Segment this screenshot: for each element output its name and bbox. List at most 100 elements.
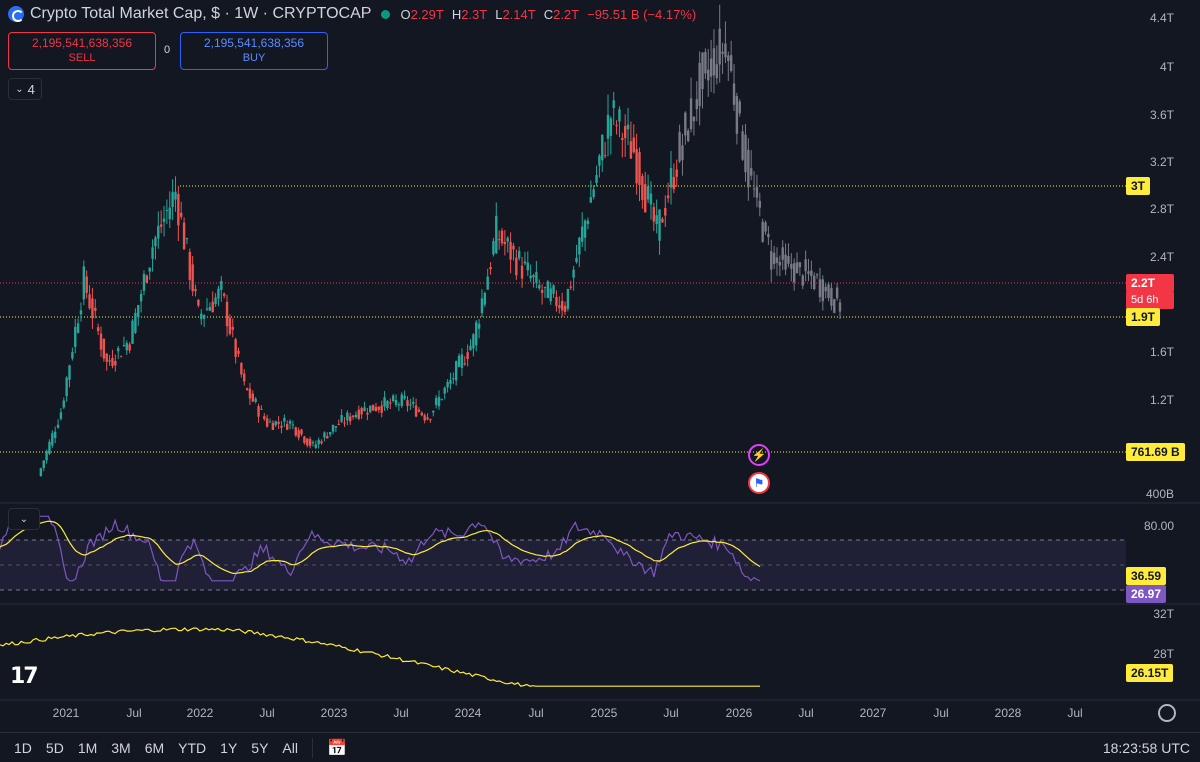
level-3t-tag[interactable]: 3T [1126,177,1151,195]
candle-body [245,388,249,390]
rsi-ma-tag: 36.59 [1126,567,1167,585]
event-lightning-icon[interactable]: ⚡ [748,444,770,466]
candle-body [374,406,378,412]
candle-body [243,373,246,382]
range-1m-button[interactable]: 1M [77,739,98,756]
candle-body [563,305,567,312]
candle-body [807,271,810,274]
candle-body [194,289,197,292]
range-5y-button[interactable]: 5Y [251,739,269,756]
candle-body [311,442,315,444]
market-status-icon[interactable] [381,9,391,19]
candle-body [804,259,807,272]
level-19t-tag[interactable]: 1.9T [1126,308,1161,326]
time-tick: 2024 [454,706,482,720]
range-1d-button[interactable]: 1D [14,739,32,756]
high-label: H [451,6,462,22]
candle-body [546,281,550,298]
candle-body [131,320,134,344]
candle-body [91,298,94,319]
sub-indicator-line [0,627,760,687]
price-tick: 4T [1159,60,1174,74]
candle-body [142,273,146,291]
range-all-button[interactable]: All [282,739,298,756]
candle-body [254,398,257,402]
gear-icon[interactable] [1158,704,1176,722]
candle-body [518,250,521,259]
candle-body [692,116,696,122]
time-tick: 2022 [186,706,214,720]
candle-body [732,83,736,105]
range-5d-button[interactable]: 5D [45,739,64,756]
candle-body [492,241,495,255]
low-label: L [495,6,503,22]
candle-body [291,424,295,426]
candle-body [707,69,710,81]
candle-body [755,187,759,198]
candle-body [772,252,776,265]
candle-body [838,302,842,312]
price-tick: 3.6T [1149,108,1174,122]
range-6m-button[interactable]: 6M [144,739,165,756]
candle-body [371,404,375,411]
level-761b-tag[interactable]: 761.69 B [1126,443,1185,461]
utc-clock[interactable]: 18:23:58 UTC [1102,740,1190,756]
candle-body [191,264,194,292]
candle-body [724,43,727,58]
candle-body [409,404,412,406]
candle-body [538,285,541,289]
candle-body [810,270,813,277]
candle-body [515,257,518,276]
range-ytd-button[interactable]: YTD [178,739,207,756]
candle-body [480,298,484,314]
range-1y-button[interactable]: 1Y [220,739,238,756]
candle-body [452,378,455,380]
candle-body [197,299,200,306]
calendar-icon[interactable]: 📅 [326,739,347,757]
sell-label: SELL [68,52,96,64]
candle-body [432,410,435,413]
candle-body [681,145,684,161]
candle-body [678,132,681,162]
candle-body [727,55,730,62]
candle-body [460,354,464,368]
close-value: 2.2T [553,6,580,22]
symbol-title[interactable]: Crypto Total Market Cap, $ · 1W · CRYPTO… [30,5,372,22]
range-3m-button[interactable]: 3M [111,739,131,756]
bar-countdown-tag: 5d 6h [1126,291,1174,309]
candle-body [363,407,366,411]
time-tick: Jul [933,706,949,720]
candle-body [738,101,741,114]
sell-button[interactable]: 2,195,541,638,356 SELL [8,32,156,70]
candle-body [202,315,206,319]
candle-body [795,262,799,274]
event-us-flag-icon[interactable]: ⚑ [748,472,770,494]
buy-button[interactable]: 2,195,541,638,356 BUY [180,32,328,70]
candle-body [592,189,595,198]
price-tick: 4.4T [1149,11,1174,25]
open-value: 2.29T [410,6,444,22]
candle-body [715,64,719,79]
candle-body [523,261,527,264]
rsi-collapse-button[interactable]: ⌄ [8,508,40,530]
candle-body [449,379,452,384]
rsi-line [0,515,761,582]
bottom-toolbar: 1D 5D 1M 3M 6M YTD 1Y 5Y All 📅 [0,732,1200,762]
candle-body [303,436,306,443]
candle-body [171,192,174,208]
candle-body [833,299,836,313]
rsi-value-tag: 26.97 [1126,585,1167,603]
candle-body [394,400,398,405]
main-chart[interactable] [0,0,1200,732]
candle-body [337,424,340,426]
candle-body [486,276,489,290]
candle-body [151,247,154,259]
candle-body [626,124,630,130]
candle-body [343,422,346,424]
candle-body [174,191,177,200]
candle-body [45,450,48,461]
candle-body [652,207,656,222]
candle-body [558,305,561,308]
candle-body [51,433,54,446]
indicators-toggle-button[interactable]: ⌄ 4 [8,78,42,100]
